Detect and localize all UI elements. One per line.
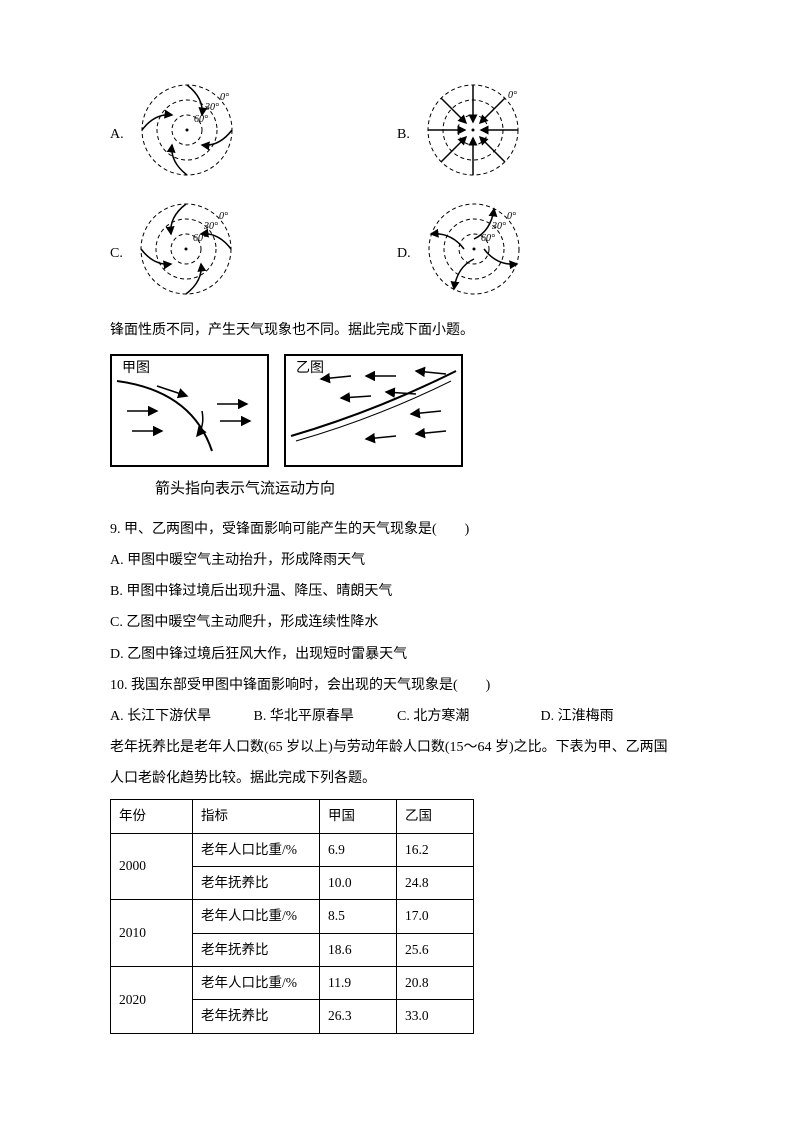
- svg-text:0°: 0°: [508, 90, 517, 101]
- q9-opt-c: C. 乙图中暖空气主动爬升，形成连续性降水: [110, 610, 684, 635]
- cell-metric: 老年抚养比: [193, 933, 320, 966]
- table-row: 2010 老年人口比重/% 8.5 17.0: [111, 900, 474, 933]
- svg-text:30°: 30°: [491, 221, 506, 232]
- svg-text:0°: 0°: [507, 211, 516, 222]
- aging-intro-2: 人口老龄化趋势比较。据此完成下列各题。: [110, 766, 684, 791]
- cell-metric: 老年人口比重/%: [193, 900, 320, 933]
- th-yi: 乙国: [397, 800, 474, 833]
- q9-opt-a: A. 甲图中暖空气主动抬升，形成降雨天气: [110, 548, 684, 573]
- q9-opt-d: D. 乙图中锋过境后狂风大作，出现短时雷暴天气: [110, 642, 684, 667]
- front-yi: 乙图: [284, 354, 463, 467]
- diagram-a: 0° 30° 60°: [132, 80, 242, 189]
- cell-year: 2010: [111, 900, 193, 967]
- q9-opt-b: B. 甲图中锋过境后出现升温、降压、晴朗天气: [110, 579, 684, 604]
- cell-val: 11.9: [320, 966, 397, 999]
- svg-text:0°: 0°: [220, 92, 229, 103]
- table-row: 年份 指标 甲国 乙国: [111, 800, 474, 833]
- cell-val: 6.9: [320, 833, 397, 866]
- choice-b-label: B.: [397, 122, 410, 147]
- diagram-b: 0°: [418, 80, 528, 189]
- q10-stem: 10. 我国东部受甲图中锋面影响时，会出现的天气现象是( ): [110, 673, 684, 698]
- cell-metric: 老年抚养比: [193, 867, 320, 900]
- cell-val: 25.6: [397, 933, 474, 966]
- q10-opt-a: A. 长江下游伏旱: [110, 704, 254, 729]
- cell-year: 2020: [111, 966, 193, 1033]
- front-intro: 锋面性质不同，产生天气现象也不同。据此完成下面小题。: [110, 318, 684, 343]
- aging-table: 年份 指标 甲国 乙国 2000 老年人口比重/% 6.9 16.2 老年抚养比…: [110, 799, 474, 1033]
- svg-text:60°: 60°: [481, 233, 495, 244]
- svg-text:0°: 0°: [219, 211, 228, 222]
- cell-val: 16.2: [397, 833, 474, 866]
- cell-val: 10.0: [320, 867, 397, 900]
- cell-year: 2000: [111, 833, 193, 900]
- svg-text:60°: 60°: [194, 114, 208, 125]
- svg-text:30°: 30°: [203, 221, 218, 232]
- front-jia: 甲图: [110, 354, 269, 467]
- cell-metric: 老年抚养比: [193, 1000, 320, 1033]
- choice-c-label: C.: [110, 241, 123, 266]
- diagram-c: 0° 30° 60°: [131, 199, 241, 308]
- q10-opts: A. 长江下游伏旱 B. 华北平原春旱 C. 北方寒潮 D. 江淮梅雨: [110, 704, 684, 729]
- cell-val: 24.8: [397, 867, 474, 900]
- q9-stem: 9. 甲、乙两图中，受锋面影响可能产生的天气现象是( ): [110, 517, 684, 542]
- choice-a-label: A.: [110, 122, 124, 147]
- cell-val: 26.3: [320, 1000, 397, 1033]
- cell-val: 8.5: [320, 900, 397, 933]
- cell-val: 20.8: [397, 966, 474, 999]
- choice-row-ab: A. 0° 30° 60°: [110, 80, 684, 189]
- front-yi-label: 乙图: [296, 360, 324, 376]
- front-diagrams: 甲图 乙图: [110, 354, 684, 467]
- th-metric: 指标: [193, 800, 320, 833]
- table-row: 2020 老年人口比重/% 11.9 20.8: [111, 966, 474, 999]
- cell-val: 17.0: [397, 900, 474, 933]
- cell-metric: 老年人口比重/%: [193, 966, 320, 999]
- choice-d-label: D.: [397, 241, 411, 266]
- cell-val: 18.6: [320, 933, 397, 966]
- front-caption: 箭头指向表示气流运动方向: [155, 475, 684, 502]
- front-jia-label: 甲图: [122, 361, 150, 376]
- cell-val: 33.0: [397, 1000, 474, 1033]
- q10-opt-b: B. 华北平原春旱: [254, 704, 398, 729]
- th-year: 年份: [111, 800, 193, 833]
- q10-opt-d: D. 江淮梅雨: [541, 704, 685, 729]
- svg-text:60°: 60°: [193, 233, 207, 244]
- q10-opt-c: C. 北方寒潮: [397, 704, 541, 729]
- th-jia: 甲国: [320, 800, 397, 833]
- cell-metric: 老年人口比重/%: [193, 833, 320, 866]
- choice-row-cd: C. 0° 30° 60°: [110, 199, 684, 308]
- aging-intro-1: 老年抚养比是老年人口数(65 岁以上)与劳动年龄人口数(15～64 岁)之比。下…: [110, 735, 684, 760]
- diagram-d: 0° 30° 60°: [419, 199, 529, 308]
- table-row: 2000 老年人口比重/% 6.9 16.2: [111, 833, 474, 866]
- svg-text:30°: 30°: [204, 102, 219, 113]
